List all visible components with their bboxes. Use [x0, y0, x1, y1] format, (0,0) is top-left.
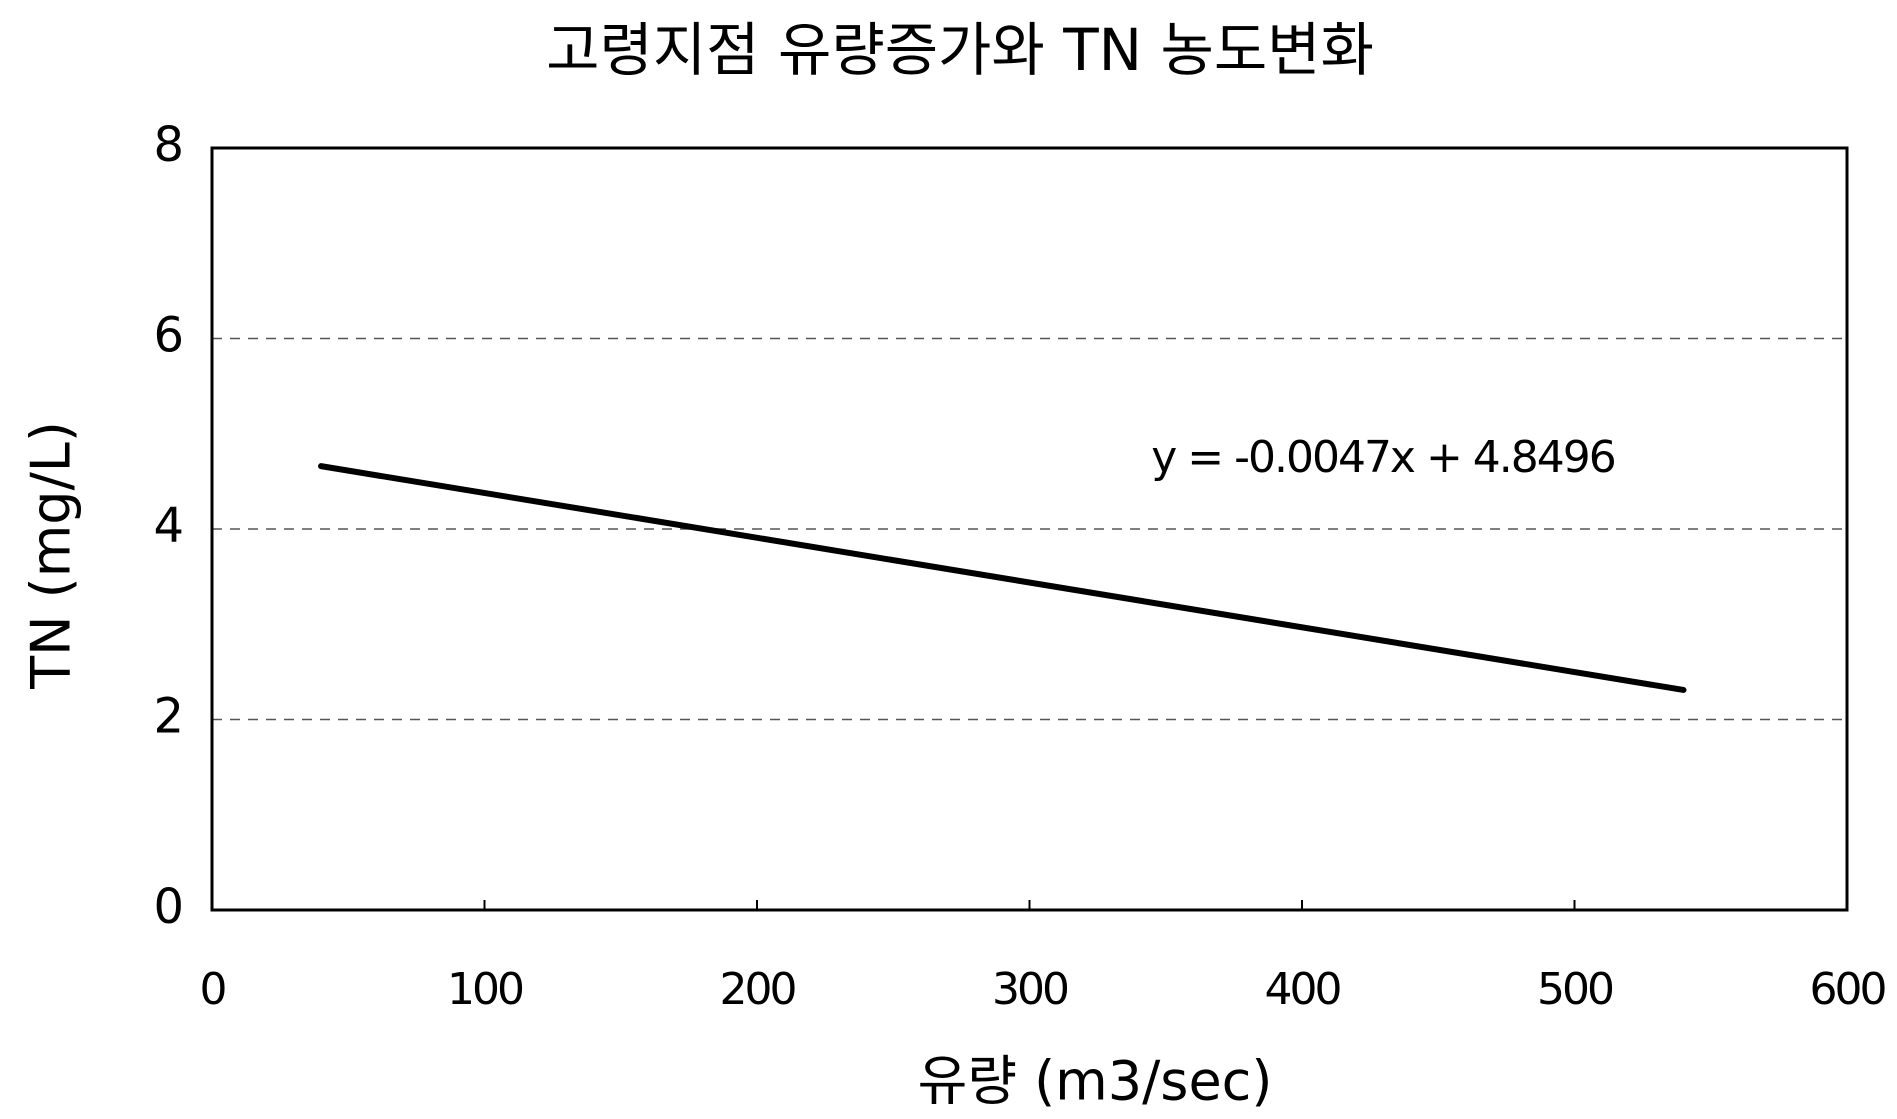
x-tick-label: 200: [720, 964, 796, 1015]
y-tick-label: 0: [153, 879, 184, 935]
x-tick-label: 0: [200, 964, 226, 1015]
x-tick-label: 600: [1810, 964, 1886, 1015]
chart-title: 고령지점 유량증가와 TN 농도변화: [546, 16, 1374, 84]
y-tick-label: 8: [153, 117, 184, 173]
trend-line: [318, 463, 1687, 693]
y-tick-label: 4: [153, 498, 184, 554]
x-tick-label: 500: [1537, 964, 1613, 1015]
x-tick-label: 400: [1265, 964, 1341, 1015]
x-tick-label: 300: [992, 964, 1068, 1015]
annotation: y = -0.0047x + 4.8496: [1151, 432, 1615, 483]
x-axis-label: 유량 (m3/sec): [918, 1050, 1273, 1113]
y-axis-label: TN (mg/L): [20, 421, 83, 690]
x-tick-label: 100: [447, 964, 523, 1015]
plot-frame: [210, 146, 1849, 912]
y-tick-label: 2: [153, 689, 184, 745]
y-tick-label: 6: [153, 308, 184, 364]
